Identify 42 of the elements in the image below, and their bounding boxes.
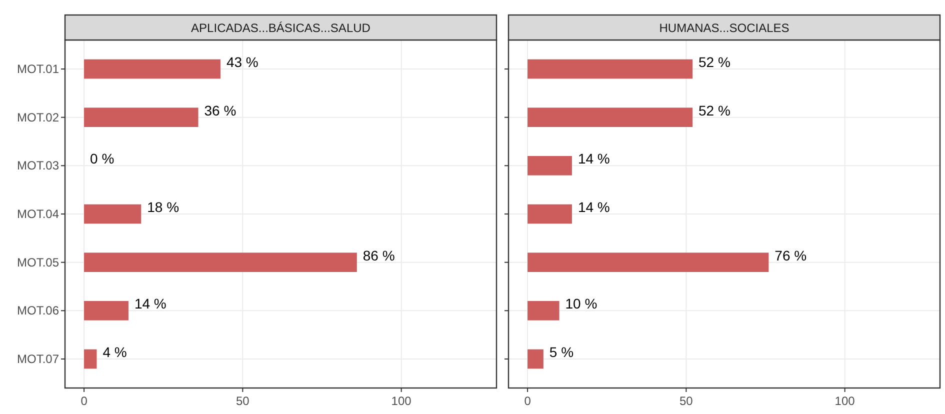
y-tick-label: MOT.01	[16, 62, 60, 76]
bar	[528, 59, 693, 79]
x-tick-label: 0	[524, 394, 532, 408]
y-tick-label: MOT.04	[16, 207, 60, 221]
x-tick-label: 0	[80, 394, 88, 408]
data-label: 10 %	[565, 296, 598, 312]
bar	[84, 301, 128, 320]
x-tick-label: 50	[679, 394, 694, 408]
bar	[528, 301, 560, 320]
data-label: 76 %	[774, 247, 807, 264]
data-label: 4 %	[102, 344, 127, 360]
data-label: 52 %	[698, 54, 730, 70]
bar	[84, 252, 357, 272]
bar	[528, 108, 693, 127]
chart-title: APLICADAS...BÁSICAS...SALUD	[191, 21, 371, 35]
bar	[84, 108, 198, 127]
data-label: 43 %	[226, 54, 258, 70]
x-tick-label: 100	[834, 394, 856, 408]
bar	[84, 204, 142, 224]
x-tick-label: 100	[391, 394, 412, 408]
y-tick-label: MOT.03	[16, 158, 60, 173]
bar	[528, 204, 572, 224]
y-tick-label: MOT.07	[16, 352, 60, 366]
data-label: 36 %	[204, 102, 236, 118]
bar	[528, 349, 544, 369]
x-tick-label: 50	[236, 394, 250, 408]
bar	[528, 252, 769, 272]
data-label: 52 %	[698, 102, 730, 118]
data-label: 14 %	[578, 150, 610, 167]
bar	[84, 349, 97, 369]
data-label: 86 %	[362, 247, 395, 264]
chart-title: HUMANAS...SOCIALES	[659, 21, 790, 35]
y-tick-label: MOT.06	[16, 304, 60, 318]
bar	[528, 156, 572, 176]
data-label: 5 %	[549, 344, 574, 360]
bar	[84, 59, 220, 79]
data-label: 14 %	[578, 199, 610, 215]
y-tick-label: MOT.02	[16, 110, 60, 124]
y-tick-label: MOT.05	[16, 255, 60, 270]
data-label: 0 %	[90, 150, 114, 167]
data-label: 18 %	[147, 199, 180, 215]
data-label: 14 %	[134, 296, 166, 312]
